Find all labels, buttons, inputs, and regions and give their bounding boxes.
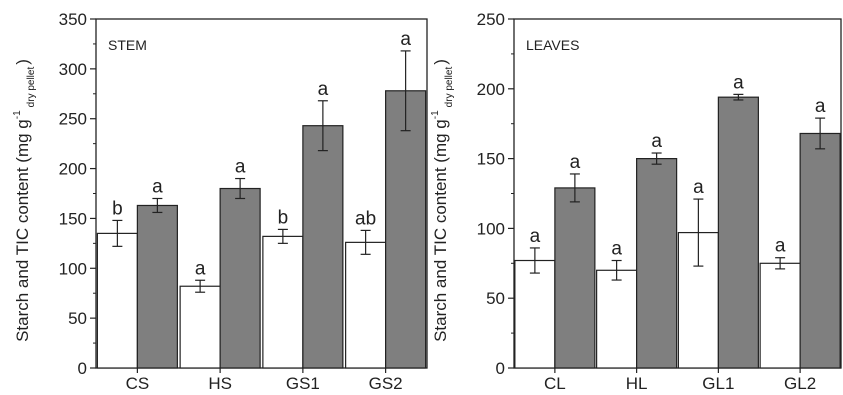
y-tick-label: 100: [59, 259, 87, 278]
panel-label: STEM: [108, 37, 147, 53]
y-tick-label: 250: [59, 110, 87, 129]
bar: [385, 90, 427, 369]
y-tick-label: 0: [78, 359, 87, 378]
significance-label: ab: [355, 208, 376, 229]
y-tick-label: 50: [486, 289, 505, 308]
bar: [717, 96, 759, 369]
bar: [799, 132, 841, 369]
significance-label: a: [235, 157, 246, 178]
x-category-label: HS: [208, 374, 232, 393]
y-tick-label: 300: [59, 60, 87, 79]
y-axis-label: Starch and TIC content (mg g-1dry pellet…: [430, 59, 455, 342]
x-category-label: GL1: [702, 374, 734, 393]
bar: [596, 269, 638, 369]
significance-label: a: [318, 79, 329, 100]
bar: [219, 187, 261, 369]
panel-label: LEAVES: [526, 37, 579, 53]
bar: [179, 285, 221, 369]
bar: [554, 187, 596, 369]
x-category-label: GS1: [286, 374, 320, 393]
significance-label: a: [530, 226, 541, 247]
bar: [262, 235, 304, 369]
significance-label: b: [112, 198, 123, 219]
chart-panel-leaves: 0 50 100 150 200 250 CL a a HL a a GL1 a a GL2 a a LEAVES S…: [430, 10, 842, 393]
bar: [514, 259, 556, 369]
significance-label: a: [611, 239, 622, 260]
chart-panel-stem: 0 50 100 150 200 250 300 350 CS b a HS a a GS1 b a GS2 ab a…: [12, 10, 428, 393]
bar: [302, 125, 344, 369]
significance-label: a: [775, 236, 786, 257]
significance-label: a: [815, 96, 826, 117]
x-category-label: CS: [126, 374, 150, 393]
bar: [636, 158, 678, 369]
bar: [345, 241, 387, 369]
x-category-label: CL: [544, 374, 566, 393]
y-tick-label: 200: [59, 160, 87, 179]
significance-label: a: [195, 258, 206, 279]
bar: [759, 262, 801, 369]
y-tick-label: 250: [477, 10, 505, 29]
significance-label: a: [152, 176, 163, 197]
y-axis-label: Starch and TIC content (mg g-1dry pellet…: [12, 59, 37, 342]
y-tick-label: 150: [477, 150, 505, 169]
y-tick-label: 200: [477, 80, 505, 99]
y-tick-label: 350: [59, 10, 87, 29]
bar: [136, 204, 178, 369]
x-category-label: GL2: [784, 374, 816, 393]
significance-label: a: [733, 72, 744, 93]
y-tick-label: 50: [68, 309, 87, 328]
x-category-label: GS2: [369, 374, 403, 393]
significance-label: b: [278, 207, 289, 228]
y-tick-label: 150: [59, 209, 87, 228]
y-tick-label: 100: [477, 219, 505, 238]
significance-label: a: [651, 131, 662, 152]
significance-label: a: [400, 29, 411, 50]
y-tick-label: 0: [496, 359, 505, 378]
x-category-label: HL: [626, 374, 648, 393]
significance-label: a: [693, 177, 704, 198]
significance-label: a: [570, 152, 581, 173]
bar: [96, 232, 138, 369]
